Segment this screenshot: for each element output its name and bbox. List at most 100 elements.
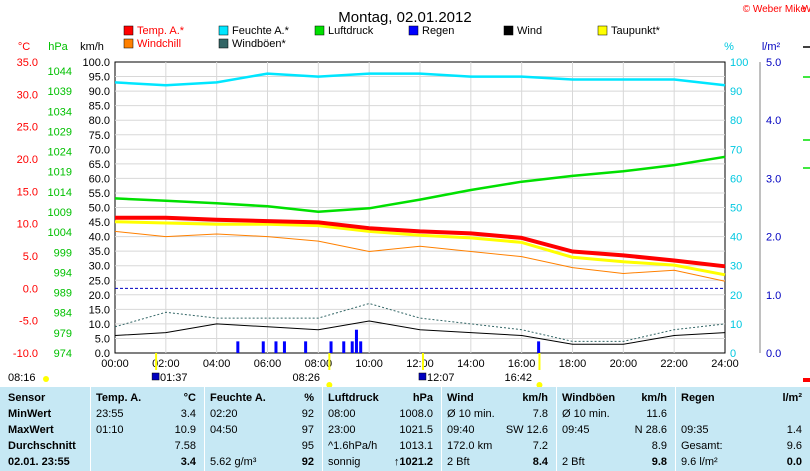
stats-cell: km/h: [641, 392, 667, 404]
rain-bar: [537, 341, 541, 353]
temp-tick: -10.0: [13, 348, 38, 360]
marker-flag: [418, 372, 427, 381]
stats-cell: Temp. A.: [96, 392, 142, 404]
legend-item: Taupunkt*: [597, 25, 661, 37]
stats-column: Temp. A. °C 23:55 3.4 01:10 10.9 7.58 3.4: [90, 387, 204, 471]
stats-cell: km/h: [522, 392, 548, 404]
stats-cell: 10.9: [174, 424, 196, 436]
stats-column: Windböen km/h Ø 10 min. 11.6 09:45 N 28.6 8.9 2…: [556, 387, 675, 471]
stats-cell: 95: [301, 440, 314, 452]
stats-cell: 7.8: [532, 408, 548, 420]
legend-label: Windböen*: [232, 38, 287, 50]
stats-cell: sonnig: [328, 456, 361, 468]
stats-cell: 9.6: [786, 440, 802, 452]
stats-cell: 09:35: [681, 424, 709, 436]
wind-tick: 25.0: [89, 275, 110, 287]
legend-item: Luftdruck: [314, 25, 374, 37]
press-tick: 994: [54, 267, 72, 279]
rain-bar: [236, 341, 240, 353]
stats-cell: 1021.5: [399, 424, 433, 436]
rain-unit: l/m²: [762, 41, 781, 53]
sunrise-dot: [43, 376, 49, 382]
row-label-min: MinWert: [8, 408, 52, 420]
stats-cell: 0.0: [786, 456, 802, 468]
row-label-avg: Durchschnitt: [8, 440, 76, 452]
stats-cell: Luftdruck: [328, 392, 379, 404]
hum-tick: 30: [730, 261, 742, 273]
rain-bar: [354, 329, 358, 353]
legend-swatch: [123, 25, 134, 36]
rain-bar: [274, 341, 278, 353]
x-tick: 10:00: [355, 358, 383, 370]
wind-tick: 65.0: [89, 159, 110, 171]
press-tick: 999: [54, 247, 72, 259]
legend-swatch: [408, 25, 419, 36]
stats-cell: 1008.0: [399, 408, 433, 420]
stats-cell: 09:40: [447, 424, 475, 436]
stats-cell: 7.58: [174, 440, 196, 452]
press-tick: 1029: [48, 126, 72, 138]
rain-bar: [359, 341, 363, 353]
legend-item: Windböen*: [218, 38, 287, 50]
legend-label: Windchill: [137, 38, 181, 50]
series-line: [114, 220, 726, 277]
hum-unit: %: [724, 41, 734, 53]
legend-item: Regen: [408, 25, 454, 37]
press-tick: 1044: [48, 66, 72, 78]
hum-tick: 20: [730, 290, 742, 302]
marker-label: 08:26: [292, 372, 320, 384]
temp-tick: 35.0: [17, 57, 38, 69]
wind-tick: 75.0: [89, 130, 110, 142]
marker-label: 16:42: [504, 372, 532, 384]
marker-flag: [151, 372, 160, 381]
legend-label: Regen: [422, 25, 454, 37]
hum-tick: 50: [730, 203, 742, 215]
row-labels: Sensor MinWert MaxWert Durchschnitt 02.0…: [0, 387, 90, 471]
stats-cell: 01:10: [96, 424, 124, 436]
stats-column: Luftdruck hPa 08:00 1008.0 23:00 1021.5 ^1.6hP…: [322, 387, 441, 471]
row-label-max: MaxWert: [8, 424, 54, 436]
edge-swatch: [803, 378, 810, 382]
press-unit: hPa: [48, 41, 68, 53]
stats-cell: Feuchte A.: [210, 392, 266, 404]
stats-cell: Gesamt:: [681, 440, 723, 452]
rain-tick: 3.0: [766, 173, 781, 185]
stats-cell: 09:45: [562, 424, 590, 436]
series-line: [114, 155, 726, 213]
temp-tick: -5.0: [19, 316, 38, 328]
stats-cell: Ø 10 min.: [562, 408, 610, 420]
legend-item: Feuchte A.*: [218, 25, 290, 37]
wind-tick: 90.0: [89, 86, 110, 98]
rain-tick: 1.0: [766, 290, 781, 302]
temp-tick: 10.0: [17, 219, 38, 231]
copyright: © Weber Mike: [743, 4, 807, 15]
rain-tick: 0.0: [766, 348, 781, 360]
press-tick: 984: [54, 308, 72, 320]
stats-cell: 97: [301, 424, 314, 436]
stats-cell: Wind: [447, 392, 474, 404]
grid: [115, 62, 725, 353]
rain-bar: [350, 341, 354, 353]
stats-cell: °C: [183, 392, 196, 404]
wind-tick: 0.0: [95, 348, 110, 360]
legend-swatch: [314, 25, 325, 36]
rain-bar: [304, 341, 308, 353]
wind-tick: 85.0: [89, 101, 110, 113]
press-tick: 1024: [48, 147, 72, 159]
stats-cell: 1013.1: [399, 440, 433, 452]
x-tick: 14:00: [457, 358, 485, 370]
hum-tick: 60: [730, 173, 742, 185]
stats-cell: 5.62 g/m³: [210, 456, 257, 468]
stats-cell: ^1.6hPa/h: [328, 440, 378, 452]
stats-cell: Regen: [681, 392, 715, 404]
wind-tick: 45.0: [89, 217, 110, 229]
weather-chart: Montag, 02.01.2012 © Weber Mike Temp. A.…: [8, 4, 810, 387]
stats-cell: 1.4: [786, 424, 802, 436]
series-line: [115, 215, 726, 269]
rain-tick: 5.0: [766, 57, 781, 69]
sunrise-label: 08:16: [8, 372, 36, 384]
stats-cell: 04:50: [210, 424, 238, 436]
stats-cell: 08:00: [328, 408, 356, 420]
stats-cell: 172.0 km: [447, 440, 493, 452]
temp-tick: 15.0: [17, 186, 38, 198]
